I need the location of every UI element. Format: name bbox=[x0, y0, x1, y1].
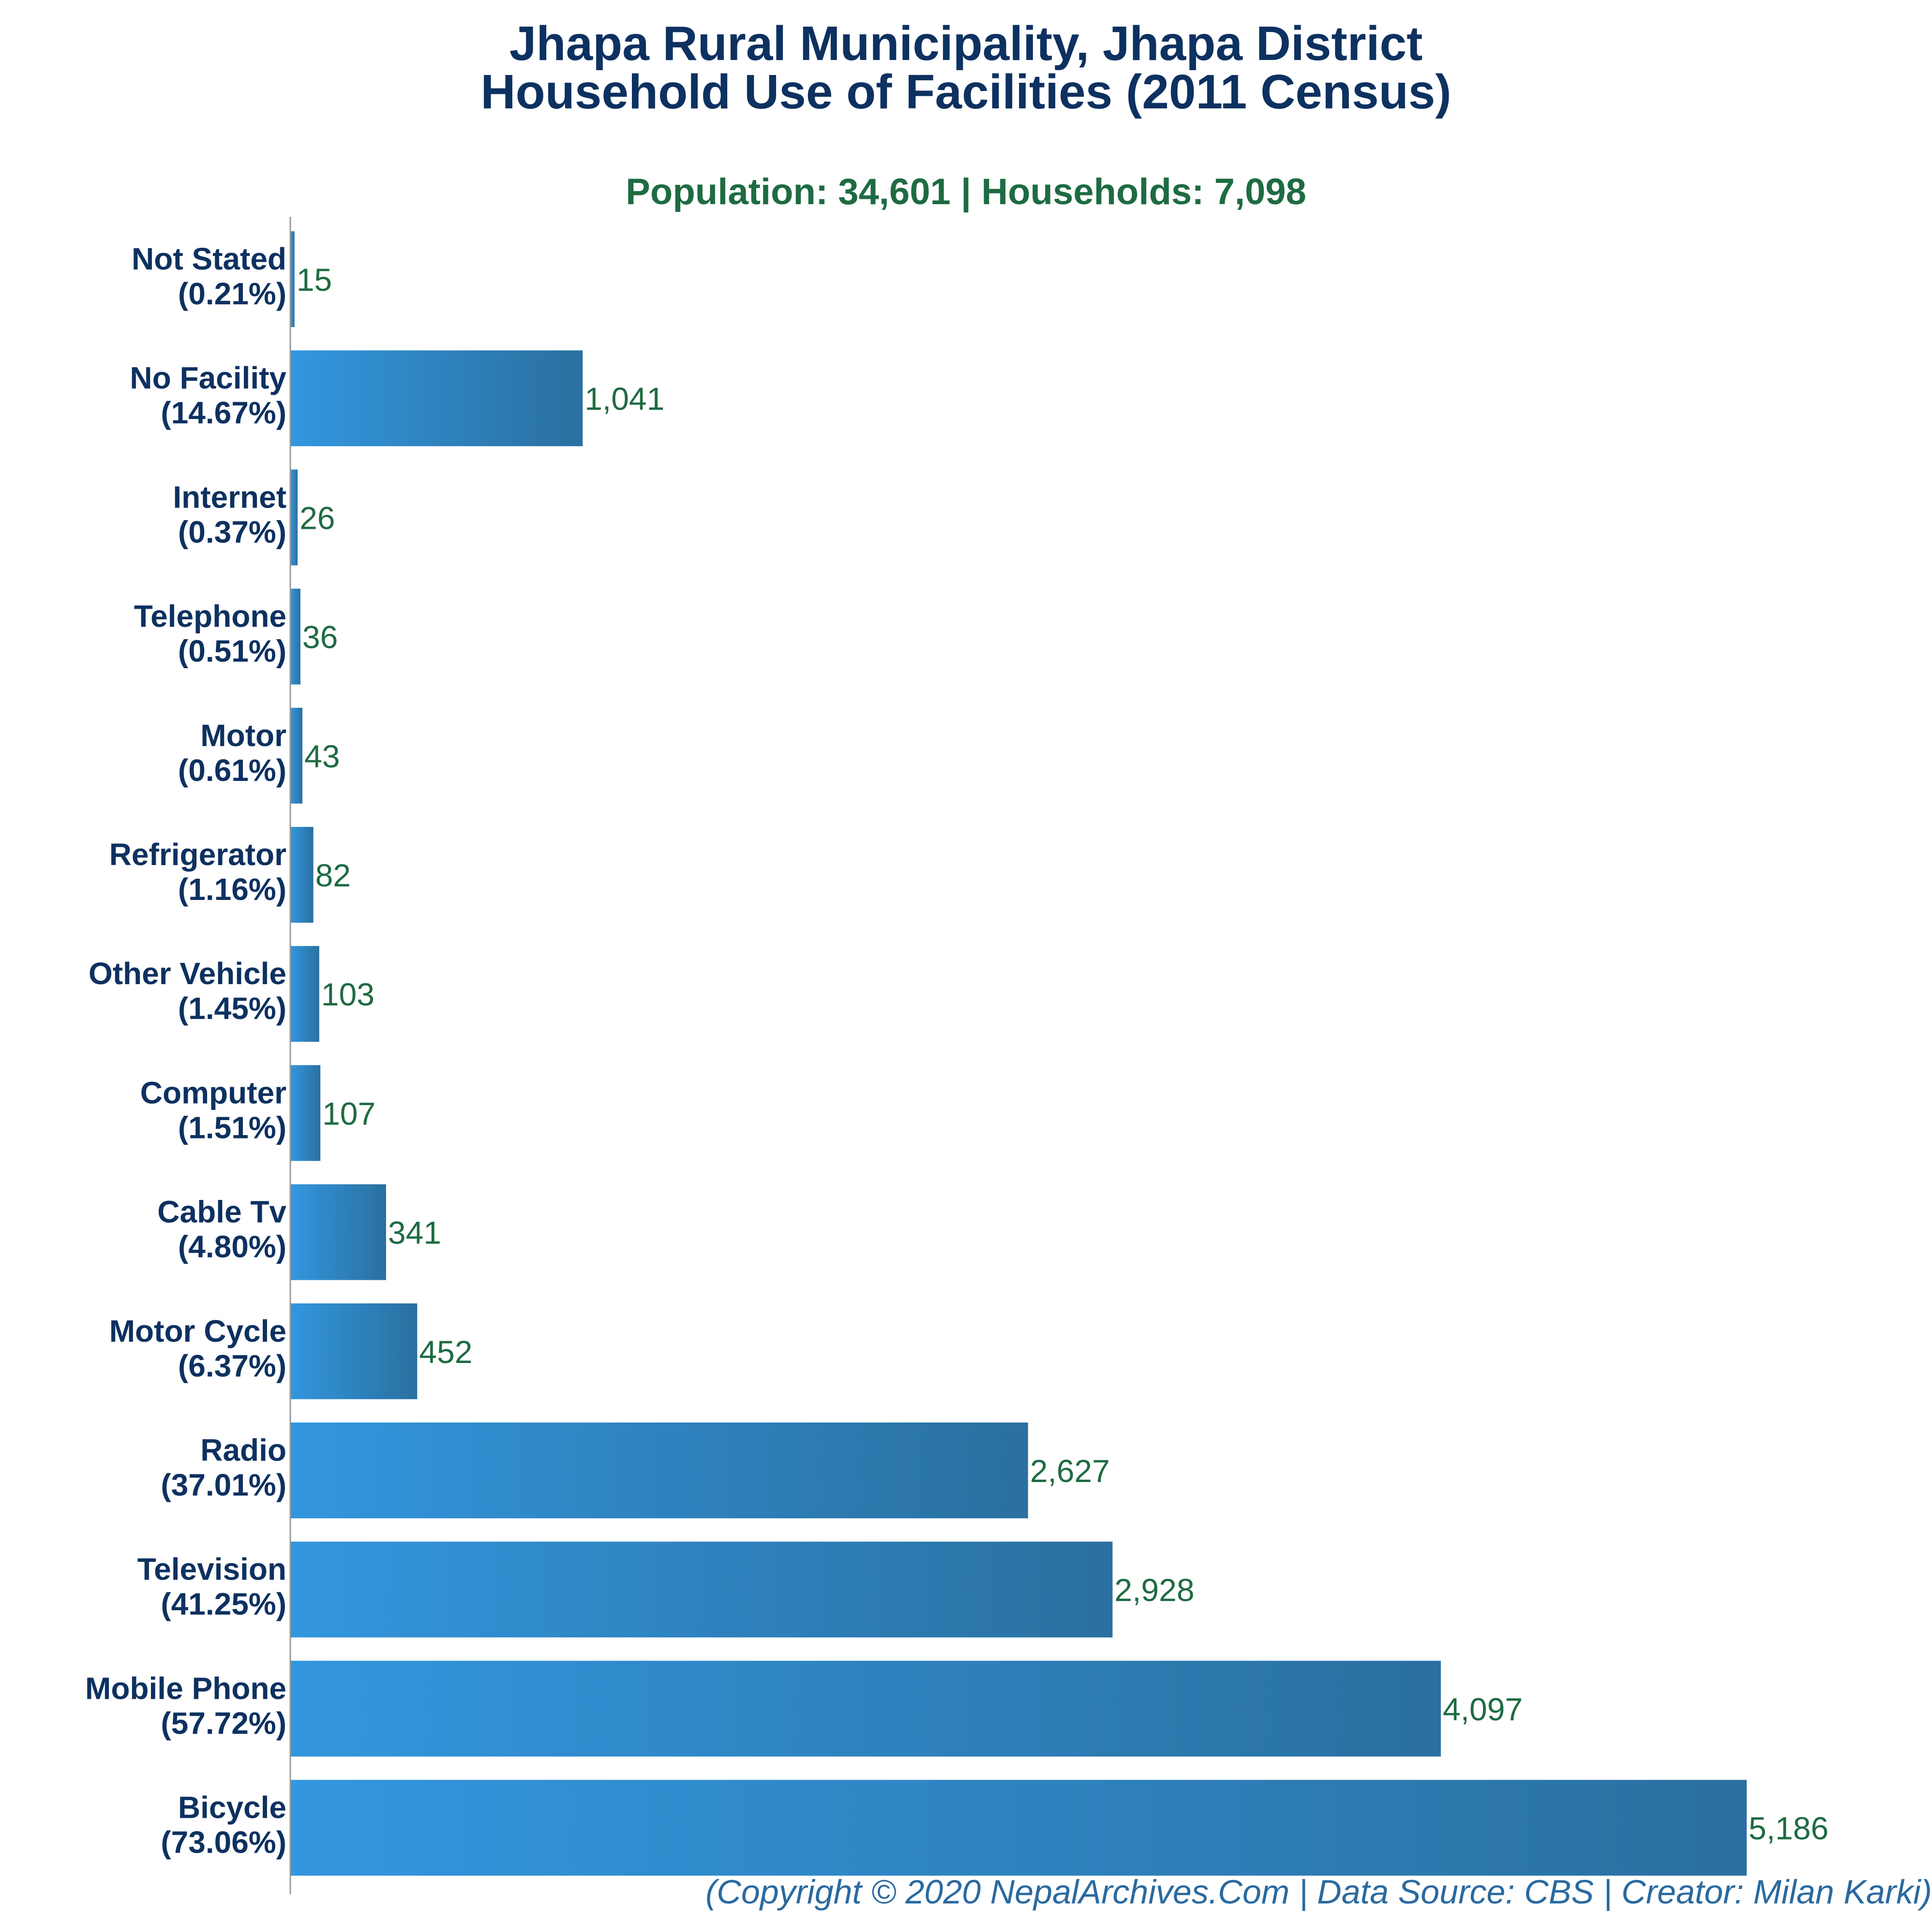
category-label-radio: Radio bbox=[200, 1433, 286, 1468]
bar-motor-cycle bbox=[290, 1303, 418, 1399]
percent-label-computer: (1.51%) bbox=[178, 1110, 286, 1145]
bar-refrigerator bbox=[290, 827, 314, 923]
category-label-cable-tv: Cable Tv bbox=[157, 1195, 286, 1229]
value-label-cable-tv: 341 bbox=[388, 1215, 441, 1251]
bar-mobile-phone bbox=[290, 1661, 1441, 1757]
category-label-refrigerator: Refrigerator bbox=[109, 837, 286, 872]
value-label-radio: 2,627 bbox=[1030, 1453, 1110, 1489]
value-label-bicycle: 5,186 bbox=[1749, 1811, 1828, 1846]
bars-group: 15 Not Stated(0.21%) 1,041 No Facility(14.6… bbox=[85, 231, 1828, 1876]
bar-internet bbox=[290, 469, 298, 566]
chart-subtitle: Population: 34,601 | Households: 7,098 bbox=[626, 171, 1306, 212]
bar-computer bbox=[290, 1065, 321, 1161]
percent-label-other-vehicle: (1.45%) bbox=[178, 991, 286, 1026]
value-label-motor: 43 bbox=[304, 738, 340, 774]
category-label-not-stated: Not Stated bbox=[132, 241, 286, 276]
category-label-television: Television bbox=[137, 1552, 286, 1587]
bar-motor bbox=[290, 707, 302, 804]
value-label-internet: 26 bbox=[300, 500, 335, 536]
chart-title-line1: Jhapa Rural Municipality, Jhapa District bbox=[509, 16, 1423, 71]
category-label-motor: Motor bbox=[200, 718, 286, 753]
bar-bicycle bbox=[290, 1780, 1747, 1876]
percent-label-no-facility: (14.67%) bbox=[161, 395, 286, 430]
value-label-motor-cycle: 452 bbox=[419, 1334, 472, 1370]
bar-not-stated bbox=[290, 231, 295, 327]
value-label-refrigerator: 82 bbox=[315, 857, 351, 893]
bar-other-vehicle bbox=[290, 946, 319, 1042]
value-label-other-vehicle: 103 bbox=[321, 976, 374, 1012]
percent-label-radio: (37.01%) bbox=[161, 1468, 286, 1502]
category-label-other-vehicle: Other Vehicle bbox=[89, 956, 286, 991]
percent-label-motor: (0.61%) bbox=[178, 753, 286, 788]
percent-label-motor-cycle: (6.37%) bbox=[178, 1348, 286, 1383]
percent-label-cable-tv: (4.80%) bbox=[178, 1229, 286, 1264]
category-label-mobile-phone: Mobile Phone bbox=[85, 1671, 286, 1706]
value-label-no-facility: 1,041 bbox=[584, 381, 664, 417]
value-label-computer: 107 bbox=[322, 1095, 375, 1131]
percent-label-internet: (0.37%) bbox=[178, 514, 286, 549]
category-label-computer: Computer bbox=[140, 1075, 286, 1110]
bar-no-facility bbox=[290, 350, 583, 447]
chart-title-line2: Household Use of Facilities (2011 Census… bbox=[480, 65, 1452, 119]
percent-label-telephone: (0.51%) bbox=[178, 634, 286, 669]
bar-telephone bbox=[290, 588, 300, 685]
percent-label-bicycle: (73.06%) bbox=[161, 1825, 286, 1860]
value-label-telephone: 36 bbox=[302, 619, 338, 655]
percent-label-refrigerator: (1.16%) bbox=[178, 872, 286, 907]
category-label-internet: Internet bbox=[173, 479, 286, 514]
bar-cable-tv bbox=[290, 1184, 386, 1280]
value-label-not-stated: 15 bbox=[297, 262, 332, 298]
value-label-mobile-phone: 4,097 bbox=[1443, 1691, 1523, 1727]
percent-label-television: (41.25%) bbox=[161, 1587, 286, 1621]
chart-title: Jhapa Rural Municipality, Jhapa District… bbox=[0, 19, 1932, 116]
percent-label-mobile-phone: (57.72%) bbox=[161, 1706, 286, 1740]
bar-radio bbox=[290, 1423, 1028, 1518]
bar-television bbox=[290, 1542, 1113, 1638]
value-label-television: 2,928 bbox=[1114, 1572, 1194, 1608]
category-label-motor-cycle: Motor Cycle bbox=[109, 1314, 286, 1348]
category-label-no-facility: No Facility bbox=[130, 360, 286, 395]
category-label-bicycle: Bicycle bbox=[178, 1790, 286, 1825]
percent-label-not-stated: (0.21%) bbox=[178, 276, 286, 311]
copyright-footer: (Copyright © 2020 NepalArchives.Com | Da… bbox=[705, 1873, 1932, 1911]
category-label-telephone: Telephone bbox=[134, 599, 286, 634]
